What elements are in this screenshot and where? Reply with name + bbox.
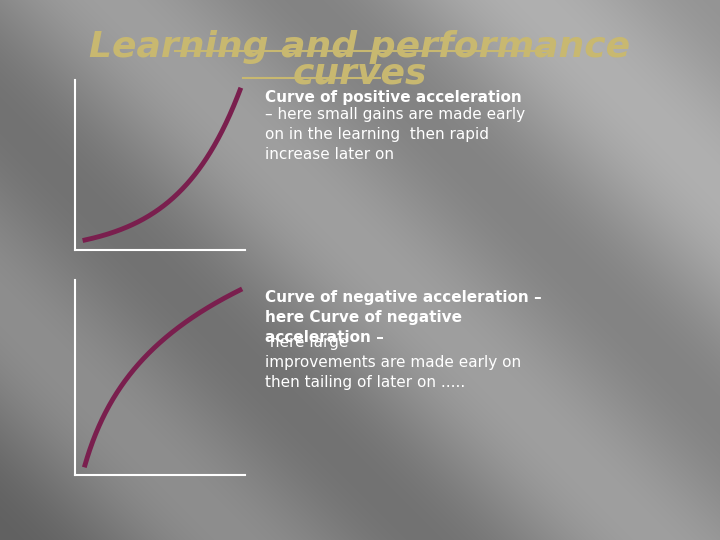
Text: Learning and performance: Learning and performance [89,30,631,64]
Text: – here small gains are made early
on in the learning  then rapid
increase later : – here small gains are made early on in … [265,107,525,161]
Text: curves: curves [293,57,427,91]
Text: Curve of negative acceleration –
here Curve of negative
acceleration –: Curve of negative acceleration – here Cu… [265,290,541,345]
Text: here large
improvements are made early on
then tailing of later on .....: here large improvements are made early o… [265,335,521,389]
Text: Curve of positive acceleration: Curve of positive acceleration [265,90,522,105]
